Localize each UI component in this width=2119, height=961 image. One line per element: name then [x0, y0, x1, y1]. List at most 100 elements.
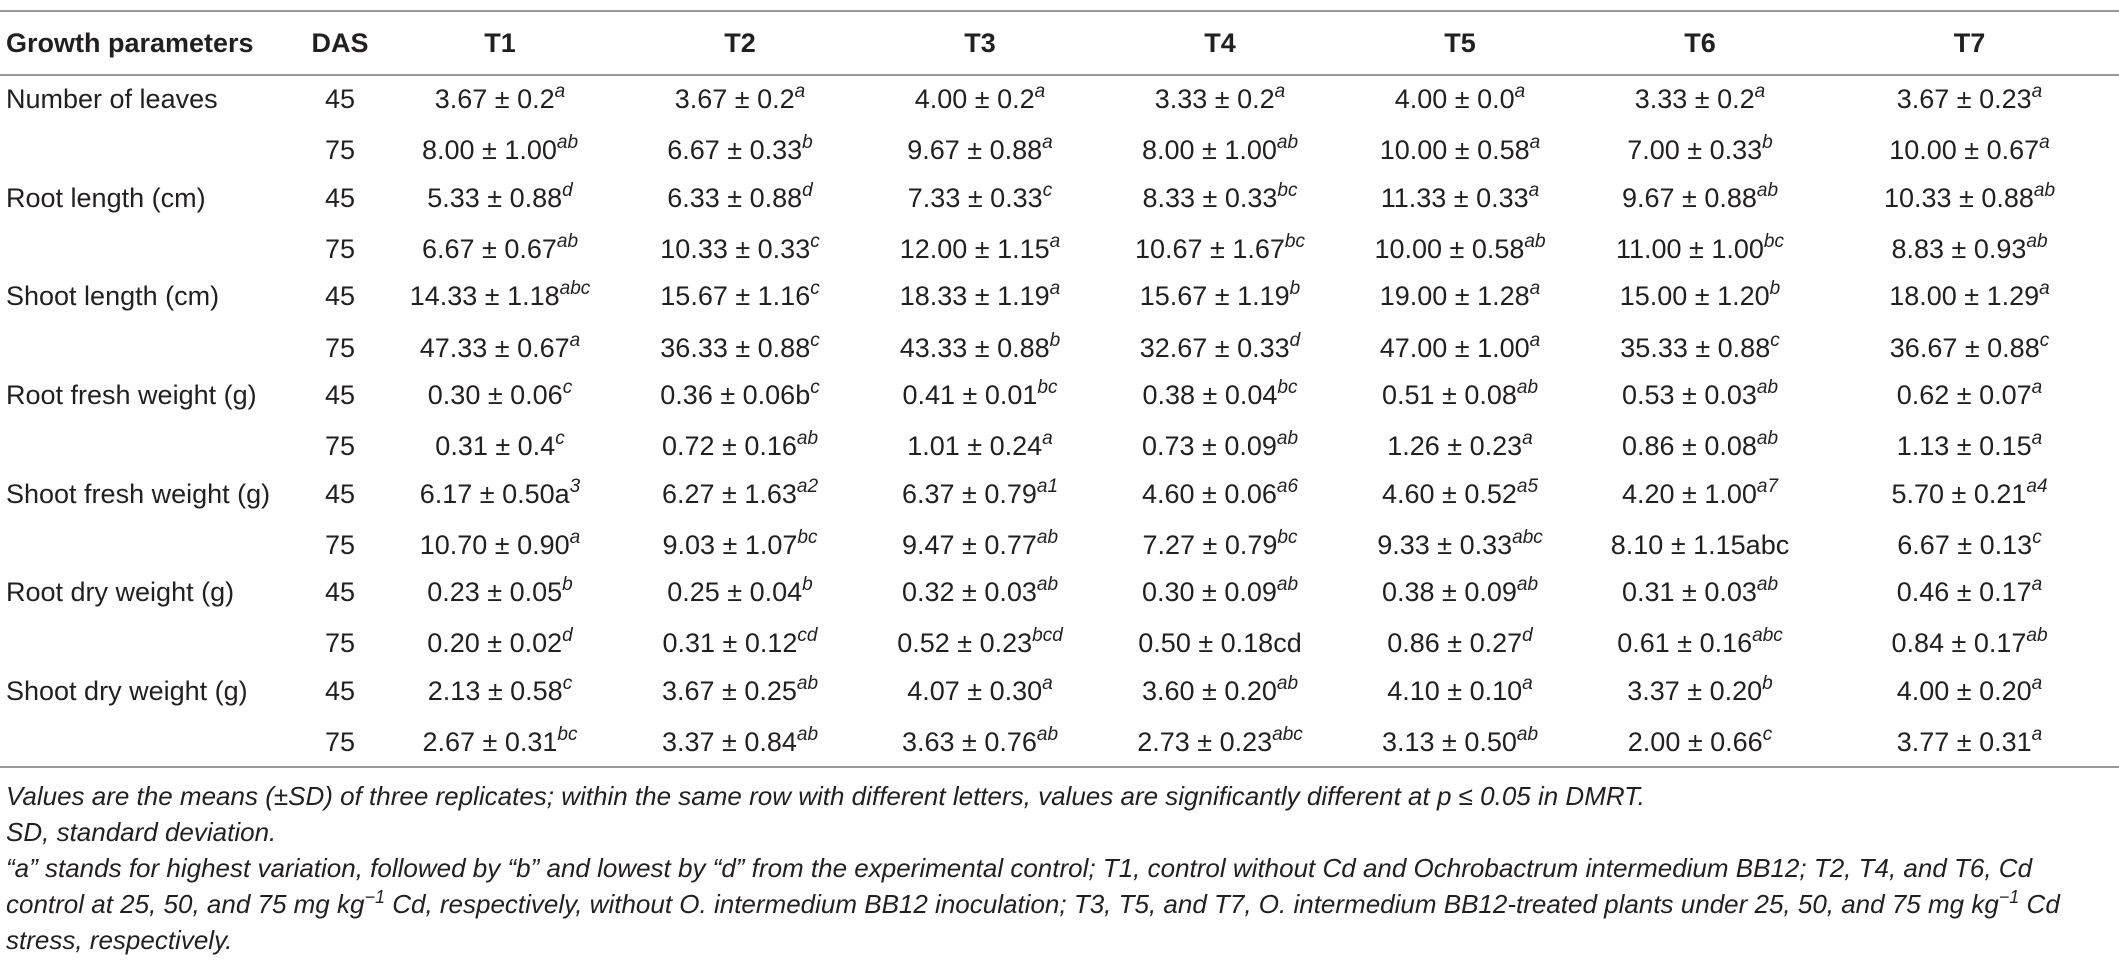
- cell-significance-letters: a: [2039, 132, 2050, 154]
- cell-value: 4.00 ± 0.2: [914, 84, 1035, 115]
- cell-value: 4.00 ± 0.0: [1394, 84, 1515, 115]
- cell-das: 75: [324, 431, 356, 462]
- cell-value: 15.00 ± 1.20: [1619, 281, 1770, 312]
- header-t1: T1: [380, 10, 620, 76]
- cell-value: 4.60 ± 0.06: [1141, 478, 1277, 509]
- cell-value: 0.23 ± 0.05: [427, 577, 563, 608]
- cell-significance-letters: a: [2031, 574, 2043, 596]
- cell-t1: 47.33 ± 0.67a: [380, 324, 620, 371]
- cell-t7: 3.77 ± 0.31a: [1820, 718, 2119, 769]
- cell-significance-letters: ab: [796, 428, 819, 450]
- cell-significance-letters: bc: [557, 724, 578, 745]
- cell-t6: 35.33 ± 0.88c: [1580, 324, 1820, 371]
- footnote-legend-part3: Cd stress, respectively.: [6, 889, 2060, 955]
- cell-das: 45: [324, 84, 356, 115]
- cell-value: 7.27 ± 0.79: [1142, 529, 1278, 560]
- cell-significance-letters: c: [1770, 329, 1780, 351]
- cell-t3: 12.00 ± 1.15a: [860, 226, 1100, 273]
- cell-significance-letters: a: [2031, 81, 2043, 103]
- cell-growth-parameter: [0, 620, 300, 667]
- cell-significance-letters: c: [562, 376, 573, 398]
- cell-value: 8.00 ± 1.00: [421, 135, 557, 166]
- cell-t6: 15.00 ± 1.20b: [1580, 273, 1820, 324]
- cell-value: 0.62 ± 0.07: [1896, 379, 2032, 410]
- cell-significance-letters: a: [1529, 329, 1541, 351]
- table-row: 75 6.67 ± 0.67ab 10.33 ± 0.33c 12.00 ± 1.15…: [0, 226, 2119, 273]
- cell-significance-letters: abc: [1512, 526, 1543, 548]
- cell-value: 9.67 ± 0.88: [907, 135, 1043, 166]
- cell-significance-letters: c: [562, 672, 573, 694]
- table-footnotes: Values are the means (±SD) of three repl…: [6, 778, 2111, 958]
- cell-value: 6.27 ± 1.63: [661, 478, 797, 509]
- table-body: Number of leaves 45 3.67 ± 0.2a 3.67 ± 0.2a…: [0, 75, 2119, 769]
- cell-t3: 43.33 ± 0.88b: [860, 324, 1100, 371]
- cell-t1: 14.33 ± 1.18abc: [380, 273, 620, 324]
- header-das: DAS: [300, 10, 380, 76]
- cell-value: 2.73 ± 0.23: [1137, 727, 1273, 757]
- cell-t7: 0.46 ± 0.17a: [1820, 569, 2119, 620]
- cell-significance-letters: c: [810, 329, 820, 351]
- cell-t3: 7.33 ± 0.33c: [860, 175, 1100, 226]
- cell-significance-letters: ab: [1276, 428, 1299, 450]
- cell-t4: 8.33 ± 0.33bc: [1100, 175, 1340, 226]
- cell-significance-letters: ab: [796, 672, 819, 694]
- cell-value: 8.00 ± 1.00: [1141, 135, 1277, 166]
- cell-t4: 15.67 ± 1.19b: [1100, 273, 1340, 324]
- footnote-means: Values are the means (±SD) of three repl…: [6, 781, 1645, 811]
- cell-value: 6.67 ± 0.13: [1897, 529, 2033, 560]
- cell-t1: 8.00 ± 1.00ab: [380, 127, 620, 174]
- cell-significance-letters: ab: [1276, 132, 1299, 154]
- cell-t6: 3.37 ± 0.20b: [1580, 668, 1820, 719]
- cell-value: 0.38 ± 0.09: [1381, 577, 1517, 608]
- cell-t2: 0.36 ± 0.06bc: [620, 372, 860, 423]
- cell-significance-letters: a: [1522, 428, 1533, 450]
- cell-t4: 3.60 ± 0.20ab: [1100, 668, 1340, 719]
- cell-growth-parameter: Root fresh weight (g): [6, 379, 257, 410]
- cell-significance-letters: d: [562, 179, 573, 201]
- cell-value: 6.67 ± 0.33: [667, 135, 803, 166]
- cell-value: 2.13 ± 0.58: [427, 675, 563, 706]
- cell-value: 3.37 ± 0.20: [1627, 675, 1763, 706]
- cell-t1: 5.33 ± 0.88d: [380, 175, 620, 226]
- cell-value: 9.67 ± 0.88: [1621, 182, 1757, 213]
- cell-significance-letters: a: [1274, 81, 1286, 103]
- cell-value: 10.70 ± 0.90: [419, 529, 570, 560]
- footnote-legend-part1: “a” stands for highest variation, follow…: [6, 853, 2033, 919]
- cell-t4: 0.30 ± 0.09ab: [1100, 569, 1340, 620]
- cell-significance-letters: a: [1754, 81, 1766, 103]
- cell-t6: 7.00 ± 0.33b: [1580, 127, 1820, 174]
- cell-significance-letters: ab: [1276, 672, 1299, 694]
- cell-t6: 4.20 ± 1.00a7: [1580, 470, 1820, 521]
- cell-t3: 18.33 ± 1.19a: [860, 273, 1100, 324]
- cell-value: 3.37 ± 0.84: [661, 727, 797, 757]
- cell-value: 4.07 ± 0.30: [907, 675, 1043, 706]
- cell-t7: 0.62 ± 0.07a: [1820, 372, 2119, 423]
- cell-t4: 0.73 ± 0.09ab: [1100, 423, 1340, 470]
- cell-value: 3.67 ± 0.25: [661, 675, 797, 706]
- cell-significance-letters: c: [1762, 724, 1773, 745]
- cell-t5: 0.38 ± 0.09ab: [1340, 569, 1580, 620]
- cell-t5: 47.00 ± 1.00a: [1340, 324, 1580, 371]
- cell-significance-letters: a: [1522, 672, 1533, 694]
- cell-t2: 0.25 ± 0.04b: [620, 569, 860, 620]
- cell-significance-letters: a: [1529, 278, 1541, 300]
- cell-value: 0.41 ± 0.01: [902, 379, 1038, 410]
- cell-t2: 6.27 ± 1.63a2: [620, 470, 860, 521]
- cell-value: 36.33 ± 0.88: [660, 332, 811, 363]
- cell-das: 75: [324, 628, 356, 659]
- cell-das: 45: [324, 182, 356, 213]
- cell-t3: 0.41 ± 0.01bc: [860, 372, 1100, 423]
- cell-t7: 3.67 ± 0.23a: [1820, 75, 2119, 127]
- cell-significance-letters: abc: [1272, 724, 1303, 745]
- cell-growth-parameter: [0, 226, 300, 273]
- cell-value: 2.00 ± 0.66: [1627, 727, 1763, 757]
- cell-significance-letters: c: [810, 231, 820, 253]
- cell-significance-letters: a5: [1516, 475, 1539, 497]
- cell-t5: 4.00 ± 0.0a: [1340, 75, 1580, 127]
- header-growth-parameters: Growth parameters: [0, 10, 300, 76]
- cell-t4: 10.67 ± 1.67bc: [1100, 226, 1340, 273]
- footnote-legend-part2: Cd, respectively, without O. intermedium…: [384, 889, 1999, 919]
- cell-significance-letters: ab: [1516, 724, 1539, 745]
- cell-significance-letters: bcd: [1032, 625, 1063, 647]
- cell-t5: 9.33 ± 0.33abc: [1340, 522, 1580, 569]
